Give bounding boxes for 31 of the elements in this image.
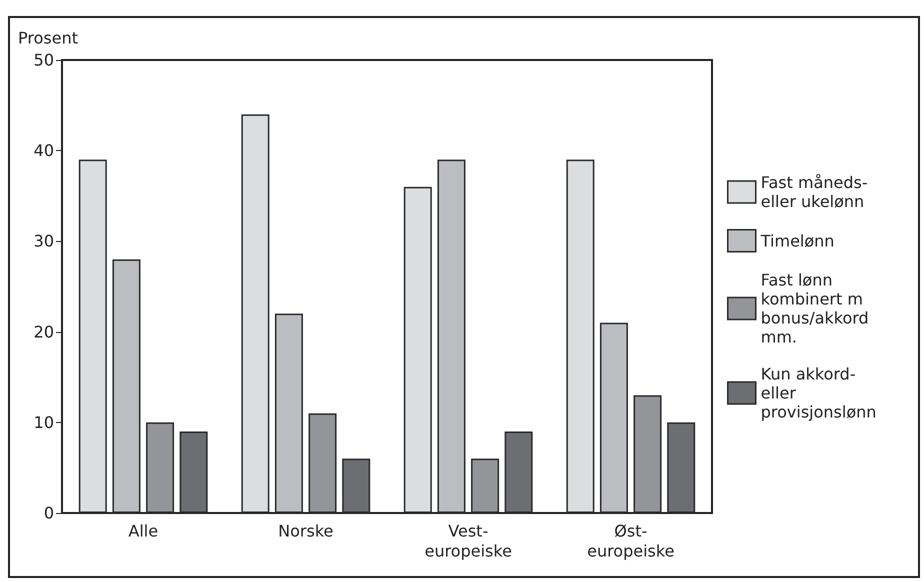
y-tick-label: 30: [34, 232, 54, 251]
bar: [504, 431, 533, 513]
bar: [566, 160, 594, 513]
bar: [274, 314, 303, 513]
y-tick-label: 50: [34, 50, 54, 70]
legend-label: Fast lønn kombinert m bonus/akkord mm.: [760, 270, 874, 346]
y-tick-label: 20: [34, 322, 54, 342]
bar: [180, 431, 208, 513]
bar: [600, 322, 628, 513]
y-tick-label: 40: [34, 141, 54, 160]
bar: [78, 160, 107, 513]
legend-label: Timelønn: [760, 231, 834, 250]
bar: [342, 458, 370, 513]
y-tick-label: 0: [44, 504, 54, 522]
bar: [437, 160, 466, 513]
x-tick-label: Norske: [278, 522, 334, 540]
x-tick-label: Vest-europeiske: [424, 522, 512, 560]
x-tick-label: Alle: [128, 522, 158, 540]
legend-label: Kun akkord- eller provisjonslønn: [760, 364, 876, 422]
bar: [667, 422, 696, 513]
legend-label: Fast måneds- eller ukelønn: [760, 173, 873, 211]
bar: [146, 422, 174, 513]
bar: [471, 458, 500, 513]
x-tick-label: Øst-europeiske: [587, 522, 674, 560]
y-axis-title: Prosent: [18, 28, 78, 48]
bar: [404, 186, 432, 513]
y-tick-label: 10: [34, 412, 54, 432]
bar: [634, 395, 662, 513]
bar: [308, 413, 337, 513]
bar: [112, 259, 140, 513]
bar: [241, 114, 270, 513]
